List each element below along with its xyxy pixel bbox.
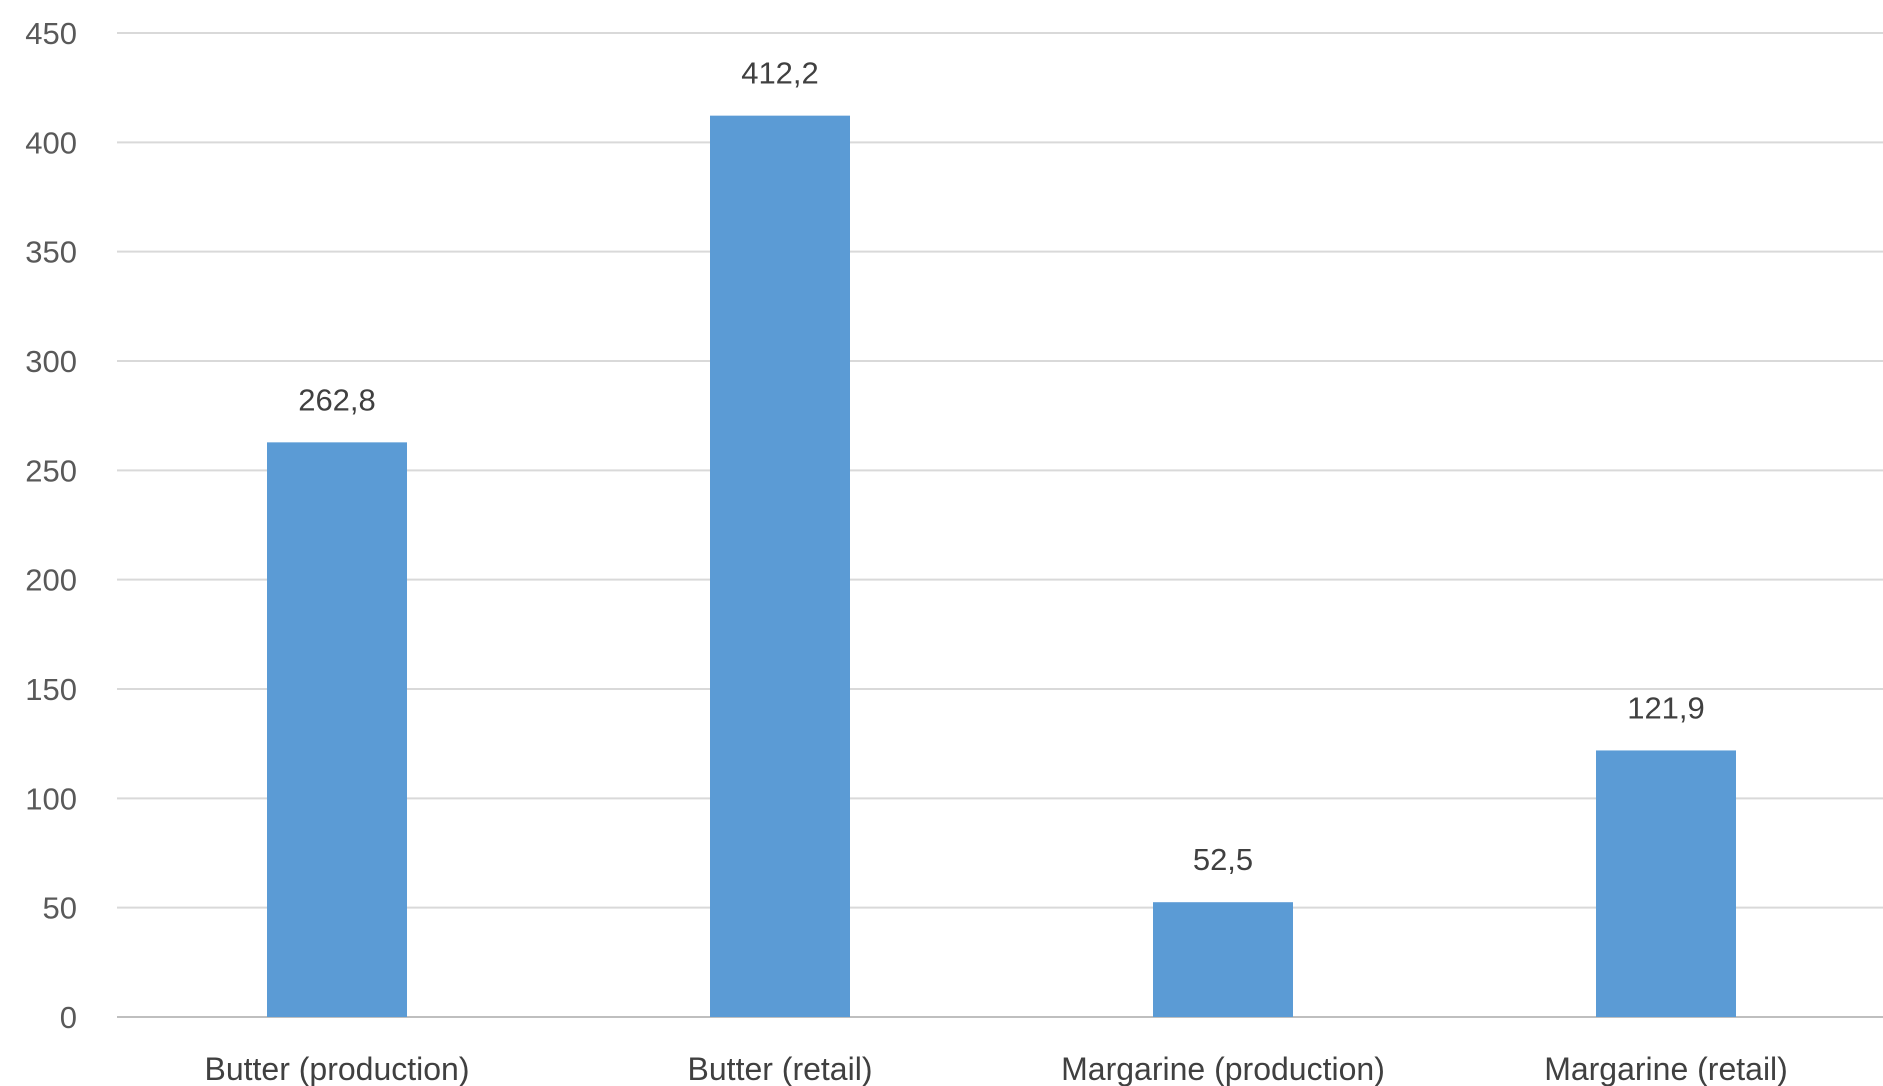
y-tick-label: 400	[25, 125, 77, 160]
data-label: 262,8	[298, 382, 376, 417]
data-label: 412,2	[741, 56, 819, 91]
y-tick-label: 100	[25, 781, 77, 816]
bar	[1153, 902, 1293, 1017]
data-label: 52,5	[1193, 842, 1253, 877]
category-label: Butter (retail)	[688, 1051, 873, 1086]
category-label: Margarine (retail)	[1544, 1051, 1788, 1086]
y-tick-label: 250	[25, 453, 77, 488]
y-tick-label: 200	[25, 563, 77, 598]
category-label: Margarine (production)	[1061, 1051, 1385, 1086]
bar	[267, 442, 407, 1017]
data-label: 121,9	[1627, 690, 1705, 725]
y-tick-label: 300	[25, 344, 77, 379]
gridlines	[117, 32, 1883, 1018]
y-tick-label: 50	[43, 891, 77, 926]
y-tick-label: 450	[25, 16, 77, 51]
x-axis-category-labels: Butter (production) Butter (retail) Margar…	[204, 1051, 1787, 1086]
data-labels: 262,8 412,2 52,5 121,9	[298, 56, 1705, 878]
bar	[1596, 750, 1736, 1017]
category-label: Butter (production)	[204, 1051, 469, 1086]
bars	[267, 115, 1736, 1017]
y-tick-label: 350	[25, 235, 77, 270]
y-tick-label: 0	[60, 1000, 77, 1035]
y-axis-tick-labels: 0 50 100 150 200 250 300 350 400 450	[25, 16, 77, 1035]
y-tick-label: 150	[25, 672, 77, 707]
bar	[710, 115, 850, 1017]
